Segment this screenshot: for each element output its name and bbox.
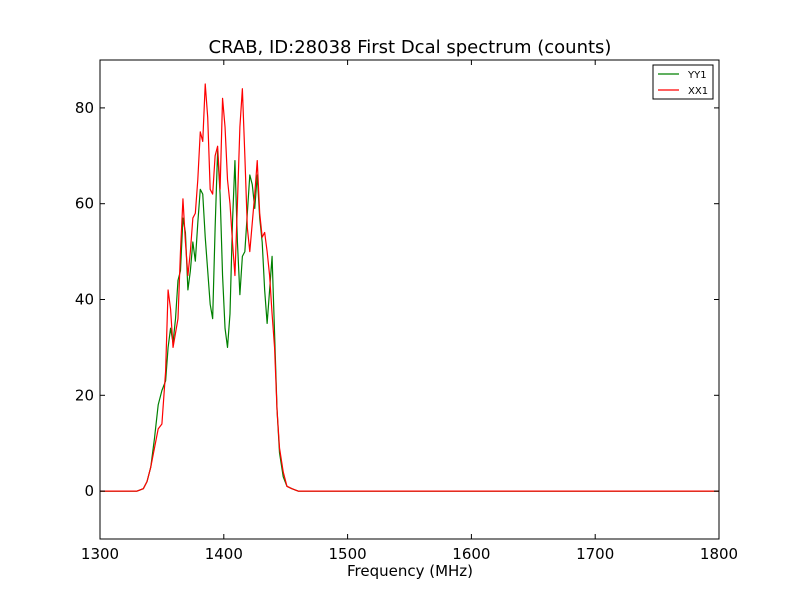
y-tick-label: 60 xyxy=(75,195,94,213)
legend-box xyxy=(652,64,714,100)
chart-title: CRAB, ID:28038 First Dcal spectrum (coun… xyxy=(209,37,612,58)
series-line-yy1 xyxy=(100,150,719,492)
y-tick-label: 80 xyxy=(75,99,94,117)
legend-label-xx1: XX1 xyxy=(688,86,708,97)
x-tick-label: 1600 xyxy=(452,545,490,563)
series-line-xx1 xyxy=(100,83,719,492)
x-tick-label: 1800 xyxy=(700,545,738,563)
y-tick-label: 0 xyxy=(84,482,94,500)
x-tick-label: 1300 xyxy=(81,545,119,563)
legend-label-yy1: YY1 xyxy=(687,70,707,81)
x-tick-label: 1400 xyxy=(205,545,243,563)
x-tick-label: 1700 xyxy=(576,545,614,563)
y-tick-label: 20 xyxy=(75,386,94,404)
x-axis-label: Frequency (MHz) xyxy=(347,562,473,580)
axis-ticks: 1300 1400 1500 1600 1700 1800 0 20 40 60 80 xyxy=(75,60,738,563)
plot-area xyxy=(100,83,719,492)
plot-frame xyxy=(99,59,720,540)
x-tick-label: 1500 xyxy=(329,545,367,563)
y-tick-label: 40 xyxy=(75,291,94,309)
